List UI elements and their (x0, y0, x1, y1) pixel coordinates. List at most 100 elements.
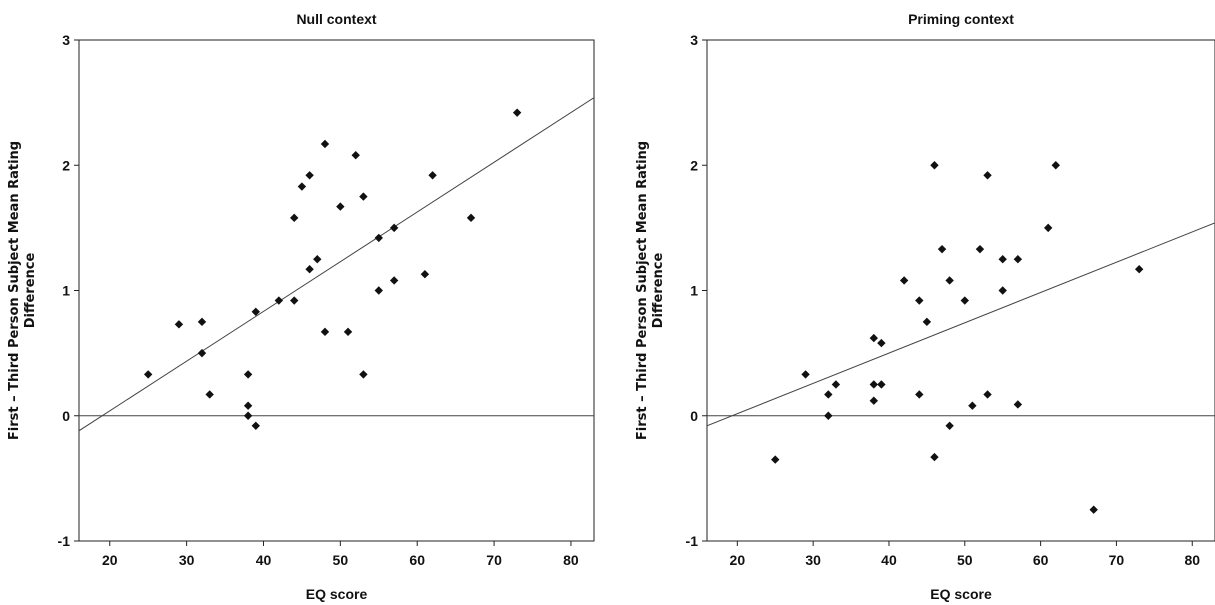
y-tick-label: 2 (690, 157, 698, 173)
data-point (1013, 254, 1023, 264)
data-point (197, 348, 207, 358)
data-point (205, 390, 214, 399)
data-point (831, 380, 841, 389)
x-tick-label: 70 (486, 552, 502, 568)
data-point (983, 171, 992, 180)
x-tick-label: 20 (102, 552, 118, 568)
x-tick-label: 40 (881, 552, 897, 568)
data-point (877, 380, 886, 389)
data-point (915, 390, 924, 399)
data-point (1051, 161, 1060, 170)
fit-line (79, 97, 594, 432)
plot-frame (706, 39, 1215, 542)
data-point (937, 244, 947, 254)
chart-panel-1: Null context -1 0 1 2 3 20 30 40 50 60 70 80 EQ score… (7, 11, 595, 602)
chart-panel-2: Priming context -1 0 1 2 3 20 30 40 50 60 70 80 EQ sc… (635, 11, 1215, 602)
y-tick-label: 2 (62, 157, 70, 173)
data-point (197, 317, 207, 327)
y-tick-label: 3 (690, 32, 698, 48)
x-tick-label: 30 (179, 552, 195, 568)
y-tick-label: 0 (690, 408, 698, 424)
data-point (359, 192, 368, 201)
data-point (313, 254, 322, 264)
fit-line (707, 222, 1215, 427)
x-axis-label: EQ score (306, 586, 368, 602)
data-point (824, 390, 833, 399)
data-point (320, 139, 330, 149)
y-axis-label: Difference (651, 253, 666, 329)
x-tick-label: 50 (957, 552, 973, 568)
data-point (351, 151, 360, 160)
x-tick-label: 30 (805, 552, 821, 568)
data-point (420, 270, 430, 279)
data-point (251, 307, 260, 316)
x-tick-label: 20 (730, 552, 746, 568)
data-point (801, 370, 810, 379)
data-point (428, 171, 437, 180)
x-tick-label: 50 (333, 552, 349, 568)
data-point (320, 327, 330, 337)
y-tick-label: 0 (62, 408, 70, 424)
data-point (1089, 505, 1098, 514)
data-point (877, 338, 886, 348)
x-tick-label: 60 (1033, 552, 1049, 568)
data-point (945, 276, 954, 285)
data-point (998, 254, 1007, 264)
data-point (389, 276, 399, 285)
data-point (251, 421, 260, 430)
data-point (143, 370, 153, 379)
data-point (930, 161, 939, 170)
data-point (243, 370, 253, 379)
y-axis-label: Difference (23, 253, 38, 329)
y-axis-label: First – Third Person Subject Mean Rating (635, 141, 650, 440)
data-point (243, 411, 253, 420)
data-point (968, 401, 977, 410)
y-tick-label: -1 (686, 533, 699, 549)
data-point (1043, 223, 1053, 233)
y-tick-label: 1 (62, 283, 70, 299)
data-point (374, 286, 383, 295)
data-point (975, 244, 985, 254)
x-tick-label: 40 (256, 552, 272, 568)
data-point (305, 171, 314, 180)
y-axis-label: First – Third Person Subject Mean Rating (7, 141, 22, 440)
data-point (869, 333, 879, 343)
chart-title: Priming context (908, 11, 1014, 27)
data-point (512, 108, 522, 117)
data-point (359, 370, 368, 379)
data-point (290, 213, 299, 223)
y-tick-label: -1 (58, 533, 71, 549)
data-point (945, 421, 954, 430)
data-point (869, 396, 879, 405)
x-tick-label: 80 (563, 552, 579, 568)
data-point (174, 320, 184, 329)
y-tick-label: 3 (62, 32, 70, 48)
y-tick-label: 1 (690, 283, 698, 299)
data-point (466, 213, 476, 223)
data-point (824, 411, 833, 420)
data-point (297, 182, 307, 191)
data-point (960, 296, 969, 305)
data-point (930, 452, 939, 462)
data-point (869, 380, 879, 389)
data-point (374, 233, 383, 243)
data-point (1134, 265, 1144, 274)
data-point (899, 276, 909, 285)
data-point (915, 296, 924, 305)
chart-title: Null context (296, 11, 376, 27)
data-point (290, 296, 299, 305)
data-point (336, 202, 345, 211)
data-point (389, 223, 399, 233)
data-point (922, 317, 932, 327)
data-point (305, 265, 314, 274)
data-point (998, 286, 1007, 295)
data-point (1013, 400, 1023, 409)
x-axis-label: EQ score (930, 586, 992, 602)
data-point (983, 390, 992, 399)
x-tick-label: 80 (1184, 552, 1200, 568)
x-tick-label: 70 (1109, 552, 1125, 568)
data-point (771, 455, 780, 464)
data-point (243, 401, 253, 410)
x-tick-label: 60 (409, 552, 425, 568)
